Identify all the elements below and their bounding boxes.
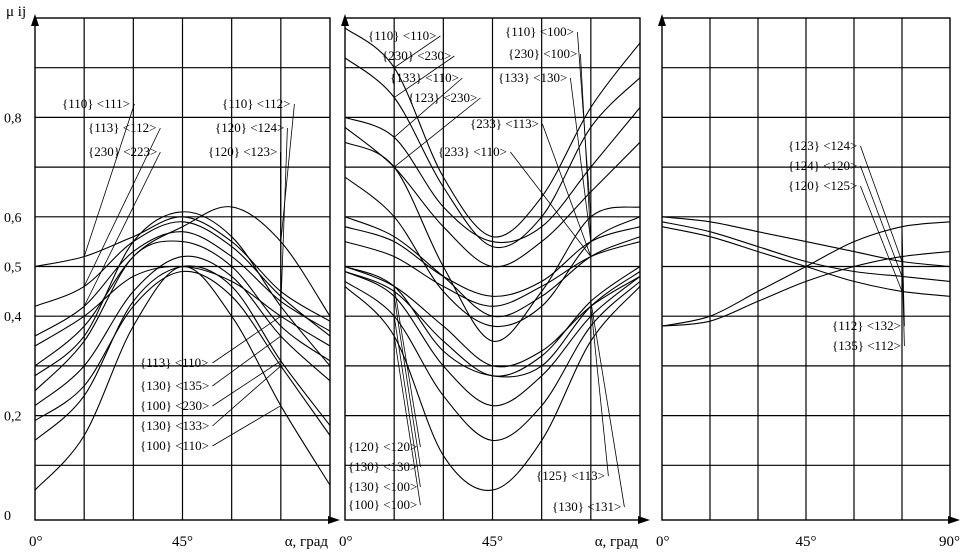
- series-label: {123} <230>: [408, 90, 477, 105]
- label-leader: [212, 360, 282, 407]
- series-label: {125} <113>: [536, 468, 605, 483]
- label-leader: [393, 286, 421, 448]
- series-label: {130} <130>: [348, 459, 417, 474]
- series-label: {110} <100>: [505, 24, 574, 39]
- series-label: {100} <110>: [140, 438, 209, 453]
- label-leader: [83, 127, 161, 287]
- series-label: {130} <100>: [348, 479, 417, 494]
- x-tick-label: 0°: [29, 534, 43, 550]
- series-label: {130} <133>: [140, 418, 209, 433]
- label-leader: [212, 315, 282, 364]
- series-label: {110} <110>: [368, 28, 436, 43]
- label-leader: [901, 256, 905, 347]
- label-leader: [393, 97, 481, 168]
- label-leader: [393, 296, 421, 468]
- series-labels: {110} <111> {113} <112> {230} <223> {110} <…: [62, 24, 901, 514]
- series-label: {230} <223>: [88, 144, 157, 159]
- x-axis-label: α, град: [595, 534, 639, 550]
- y-axis-arrow: [31, 14, 39, 26]
- series-label: {113} <110>: [140, 355, 208, 370]
- series-label: {230} <100>: [508, 46, 577, 61]
- series-label: {120} <124>: [215, 120, 284, 135]
- label-leader: [860, 185, 903, 292]
- y-tick-label: 0,6: [4, 211, 22, 226]
- label-leader: [590, 306, 609, 477]
- axes: 0 0,2 0,4 0,5 0,6 0,8 0° 45° α, град 0° 45° α, град…: [4, 14, 960, 550]
- series-label: {133} <130>: [498, 70, 567, 85]
- y-tick-label: 0,2: [4, 410, 22, 425]
- series-label: {110} <112>: [222, 96, 290, 111]
- series-label: {112} <132>: [832, 318, 901, 333]
- label-leader: [393, 55, 455, 98]
- label-leader: [393, 316, 421, 488]
- y-tick-label: 0,8: [4, 111, 22, 126]
- series-label: {120} <125>: [788, 178, 857, 193]
- label-leader: [393, 336, 421, 506]
- label-leader: [393, 35, 441, 69]
- series-label: {133} <110>: [390, 70, 459, 85]
- label-leader: [580, 53, 592, 242]
- series-line: [34, 206, 331, 367]
- y-tick-label: 0: [4, 509, 11, 524]
- label-leader: [570, 77, 592, 242]
- x-tick-label: 0°: [339, 534, 353, 550]
- series-label: {130} <131>: [552, 499, 621, 514]
- series-line: [661, 221, 951, 327]
- series-line: [344, 280, 641, 441]
- x-tick-label: 0°: [656, 534, 670, 550]
- x-axis-arrow: [328, 516, 340, 524]
- y-axis-label: μ ij: [6, 4, 26, 20]
- label-leader: [860, 165, 903, 277]
- label-leader: [212, 405, 282, 447]
- series-line: [344, 141, 641, 342]
- label-leader: [280, 103, 295, 242]
- y-axis-arrow: [341, 14, 349, 26]
- x-tick-label: 45°: [172, 534, 193, 550]
- series-label: {230} <230>: [382, 48, 451, 63]
- label-leader: [212, 365, 282, 427]
- label-leader: [393, 77, 463, 138]
- series-label: {100} <230>: [140, 398, 209, 413]
- series-label: {233} <113>: [470, 116, 539, 131]
- label-leader: [83, 103, 135, 257]
- series-line: [344, 216, 641, 318]
- y-tick-label: 0,5: [4, 261, 22, 276]
- label-leader: [542, 123, 592, 257]
- x-tick-label: 90°: [939, 534, 960, 550]
- series-label: {124} <120>: [788, 158, 857, 173]
- series-label: {123} <124>: [788, 138, 857, 153]
- x-axis-arrow: [638, 516, 650, 524]
- label-leader: [83, 151, 161, 307]
- series-label: {113} <112>: [88, 120, 156, 135]
- y-tick-label: 0,4: [4, 310, 22, 325]
- series-label: {130} <135>: [140, 378, 209, 393]
- x-tick-label: 45°: [796, 534, 817, 550]
- series-label: {233} <110>: [438, 144, 507, 159]
- x-axis-arrow: [948, 516, 960, 524]
- series-label: {120} <120>: [348, 439, 417, 454]
- label-leader: [280, 127, 288, 307]
- series-label: {100} <100>: [348, 497, 417, 512]
- series-label: {135} <112>: [832, 338, 901, 353]
- label-leader: [860, 145, 903, 262]
- x-tick-label: 45°: [482, 534, 503, 550]
- label-leader: [590, 301, 625, 508]
- series-label: {120} <123>: [208, 144, 277, 159]
- series-label: {110} <111>: [62, 96, 130, 111]
- label-leaders: [83, 31, 905, 508]
- label-leader: [901, 226, 905, 327]
- label-leader: [212, 335, 282, 387]
- y-axis-arrow: [658, 14, 666, 26]
- x-axis-label: α, град: [285, 534, 329, 550]
- label-leader: [510, 151, 592, 257]
